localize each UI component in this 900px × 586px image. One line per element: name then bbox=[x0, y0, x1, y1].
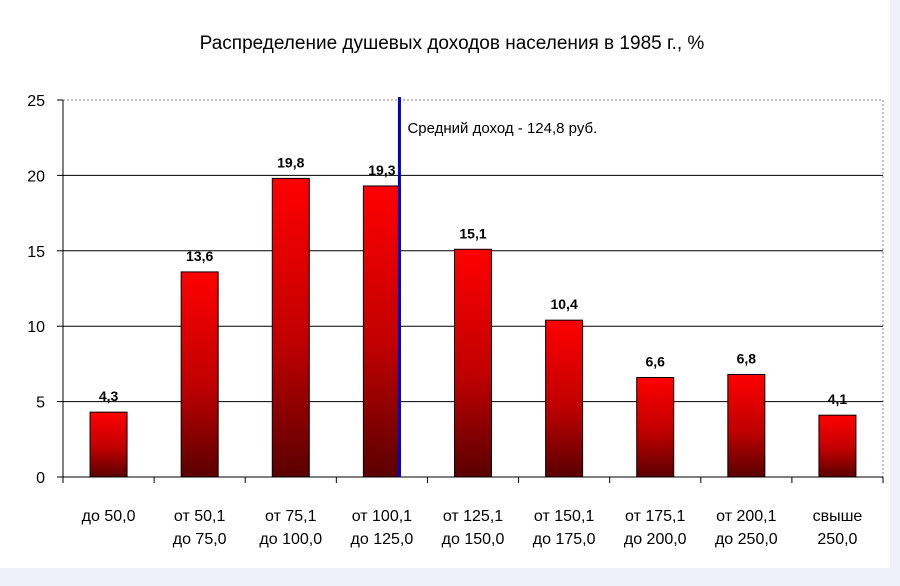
x-tick-label: от 200,1 bbox=[716, 508, 776, 525]
chart-title: Распределение душевых доходов населения … bbox=[200, 33, 705, 54]
x-tick-label: от 50,1 bbox=[174, 508, 226, 525]
data-label: 15,1 bbox=[459, 225, 486, 241]
x-tick-label: до 200,0 bbox=[624, 531, 687, 548]
bar bbox=[89, 411, 128, 478]
bar bbox=[454, 248, 492, 478]
x-tick-label: от 100,1 bbox=[352, 508, 412, 525]
y-tick-label: 20 bbox=[27, 168, 45, 185]
data-label: 4,3 bbox=[99, 388, 119, 404]
data-label: 6,6 bbox=[645, 353, 665, 369]
x-tick-label: до 250,0 bbox=[715, 531, 778, 548]
x-tick-label: до 75,0 bbox=[173, 531, 227, 548]
x-tick-label: от 175,1 bbox=[625, 508, 685, 525]
y-tick-label: 25 bbox=[27, 93, 45, 110]
data-label: 19,3 bbox=[368, 162, 395, 178]
y-tick-label: 10 bbox=[27, 319, 45, 336]
data-label: 4,1 bbox=[828, 391, 848, 407]
data-label: 6,8 bbox=[737, 350, 757, 366]
data-label: 13,6 bbox=[186, 248, 213, 264]
data-label: 19,8 bbox=[277, 154, 304, 170]
y-tick-label: 0 bbox=[36, 470, 45, 487]
x-tick-label: до 50,0 bbox=[82, 508, 136, 525]
x-tick-label: до 125,0 bbox=[351, 531, 414, 548]
y-tick-label: 15 bbox=[27, 244, 45, 261]
x-tick-label: 250,0 bbox=[817, 531, 857, 548]
bar bbox=[818, 414, 857, 478]
bottom-band bbox=[0, 568, 900, 586]
bar bbox=[727, 373, 766, 478]
bar bbox=[636, 376, 675, 478]
x-tick-label: до 150,0 bbox=[442, 531, 505, 548]
bar bbox=[271, 177, 310, 478]
x-tick-label: свыше bbox=[813, 508, 863, 525]
x-tick-label: от 150,1 bbox=[534, 508, 594, 525]
x-tick-label: до 175,0 bbox=[533, 531, 596, 548]
bar bbox=[180, 271, 219, 478]
right-band bbox=[890, 0, 900, 586]
mean-income-annotation: Средний доход - 124,8 руб. bbox=[407, 120, 597, 137]
x-tick-label: до 100,0 bbox=[259, 531, 322, 548]
x-tick-label: от 125,1 bbox=[443, 508, 503, 525]
y-tick-label: 5 bbox=[36, 395, 45, 412]
x-tick-label: от 75,1 bbox=[265, 508, 317, 525]
bar bbox=[362, 185, 401, 478]
bar bbox=[545, 319, 584, 478]
data-label: 10,4 bbox=[550, 296, 577, 312]
